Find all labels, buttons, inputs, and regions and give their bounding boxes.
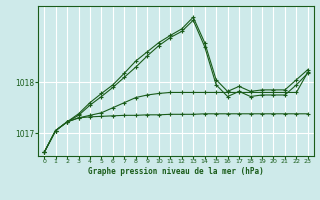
X-axis label: Graphe pression niveau de la mer (hPa): Graphe pression niveau de la mer (hPa): [88, 167, 264, 176]
